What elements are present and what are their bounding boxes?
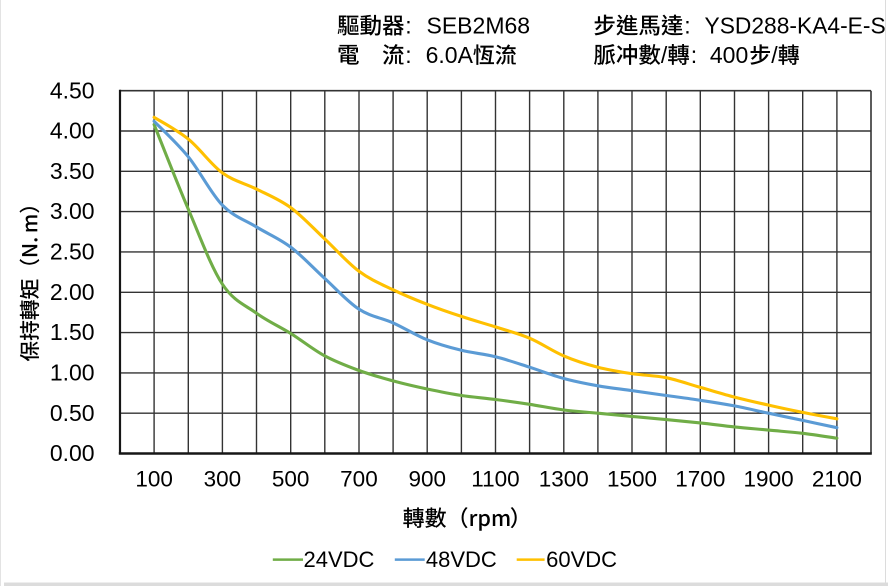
- svg-text:1.50: 1.50: [50, 319, 95, 345]
- svg-text:/: /: [661, 42, 668, 68]
- svg-text:1500: 1500: [607, 466, 657, 491]
- svg-text::: :: [691, 42, 697, 68]
- svg-text::: :: [405, 13, 411, 39]
- svg-text:48VDC: 48VDC: [426, 547, 497, 572]
- svg-text:1900: 1900: [744, 466, 794, 491]
- svg-text:1.00: 1.00: [50, 359, 95, 385]
- svg-text:4.00: 4.00: [50, 118, 95, 144]
- svg-text:2.00: 2.00: [50, 279, 95, 305]
- svg-text::: :: [684, 13, 690, 39]
- svg-text:900: 900: [408, 466, 446, 491]
- svg-text:3.00: 3.00: [50, 198, 95, 224]
- svg-text:6.0A: 6.0A: [426, 42, 474, 68]
- svg-text:0.50: 0.50: [50, 400, 95, 426]
- svg-text:24VDC: 24VDC: [304, 547, 375, 572]
- svg-text::: :: [405, 42, 411, 68]
- svg-text:100: 100: [135, 466, 173, 491]
- svg-text:400: 400: [710, 42, 748, 68]
- svg-text:/: /: [771, 42, 778, 68]
- svg-text:SEB2M68: SEB2M68: [427, 13, 531, 39]
- svg-text:2100: 2100: [812, 466, 862, 491]
- svg-text:1700: 1700: [675, 466, 725, 491]
- svg-text:500: 500: [272, 466, 310, 491]
- svg-text:YSD288-KA4-E-S: YSD288-KA4-E-S: [705, 13, 886, 39]
- svg-text:60VDC: 60VDC: [546, 547, 617, 572]
- svg-text:2.50: 2.50: [50, 239, 95, 265]
- svg-text:1100: 1100: [471, 466, 519, 491]
- svg-text:4.50: 4.50: [50, 77, 95, 103]
- svg-text:0.00: 0.00: [50, 440, 95, 466]
- svg-text:300: 300: [204, 466, 242, 491]
- svg-text:1300: 1300: [539, 466, 589, 491]
- svg-text:3.50: 3.50: [50, 158, 95, 184]
- svg-text:700: 700: [340, 466, 378, 491]
